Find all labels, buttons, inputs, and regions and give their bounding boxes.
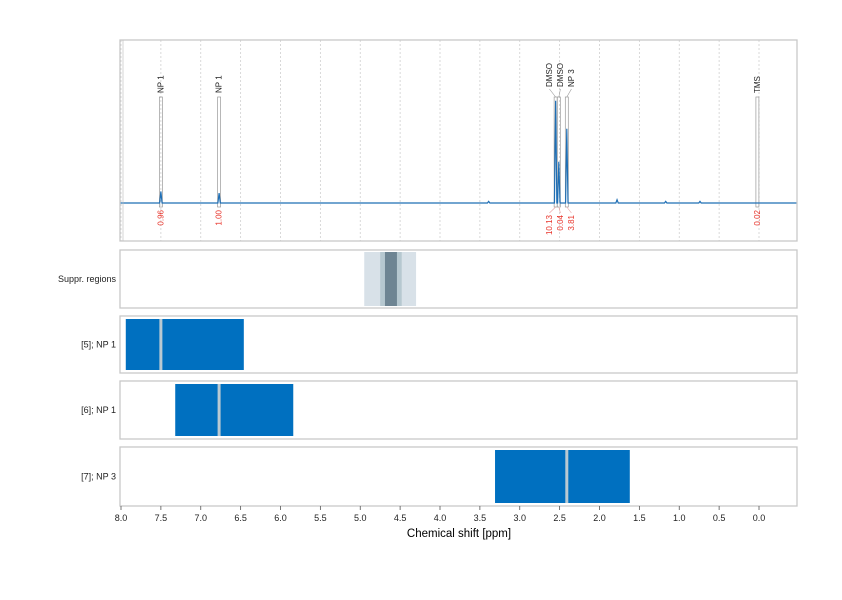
x-tick-label: 4.5 (394, 513, 407, 523)
annotation-box (218, 97, 221, 207)
annotation-label: NP 1 (215, 75, 224, 93)
x-tick-label: 0.0 (753, 513, 766, 523)
track-label: [5]; NP 1 (81, 340, 116, 350)
integral-value: 1.00 (215, 209, 224, 225)
integral-value: 3.81 (567, 214, 576, 230)
annotation-leader (549, 89, 555, 97)
track-bar (175, 384, 293, 436)
x-tick-label: 8.0 (115, 513, 128, 523)
annotation-leader (559, 89, 561, 97)
suppression-band (385, 252, 397, 306)
x-tick-label: 5.0 (354, 513, 367, 523)
integral-value: 10.13 (545, 214, 554, 235)
track-center-line (159, 319, 162, 370)
x-tick-label: 7.5 (155, 513, 168, 523)
annotation-box (756, 97, 759, 207)
x-tick-label: 5.5 (314, 513, 327, 523)
x-tick-label: 1.0 (673, 513, 686, 523)
track-panel (120, 447, 797, 506)
x-tick-label: 0.5 (713, 513, 726, 523)
track-bar (495, 450, 630, 503)
x-axis-label: Chemical shift [ppm] (407, 528, 511, 540)
x-tick-label: 6.0 (274, 513, 287, 523)
x-tick-label: 4.0 (434, 513, 447, 523)
annotation-label: NP 3 (567, 69, 576, 87)
spectrum-line (120, 101, 797, 203)
track-center-line (565, 450, 568, 503)
x-tick-label: 2.5 (553, 513, 566, 523)
suppression-label: Suppr. regions (58, 274, 117, 284)
annotation-label: DMSO (545, 63, 554, 87)
x-tick-label: 3.0 (513, 513, 526, 523)
x-tick-label: 6.5 (234, 513, 247, 523)
integral-value: 0.02 (753, 209, 762, 225)
track-bar (126, 319, 244, 370)
integral-leader (549, 207, 555, 213)
annotation-label: NP 1 (156, 75, 165, 93)
integral-leader (567, 207, 572, 213)
x-tick-label: 1.5 (633, 513, 646, 523)
x-tick-label: 7.0 (194, 513, 207, 523)
integral-value: 0.96 (156, 209, 165, 225)
x-tick-label: 3.5 (474, 513, 487, 523)
track-label: [7]; NP 3 (81, 472, 116, 482)
suppression-panel (120, 250, 797, 308)
track-center-line (218, 384, 221, 436)
track-label: [6]; NP 1 (81, 405, 116, 415)
x-tick-label: 2.0 (593, 513, 606, 523)
integral-value: 0.04 (556, 214, 565, 230)
annotation-label: DMSO (556, 63, 565, 87)
annotation-leader (567, 89, 572, 97)
annotation-label: TMS (753, 76, 762, 93)
